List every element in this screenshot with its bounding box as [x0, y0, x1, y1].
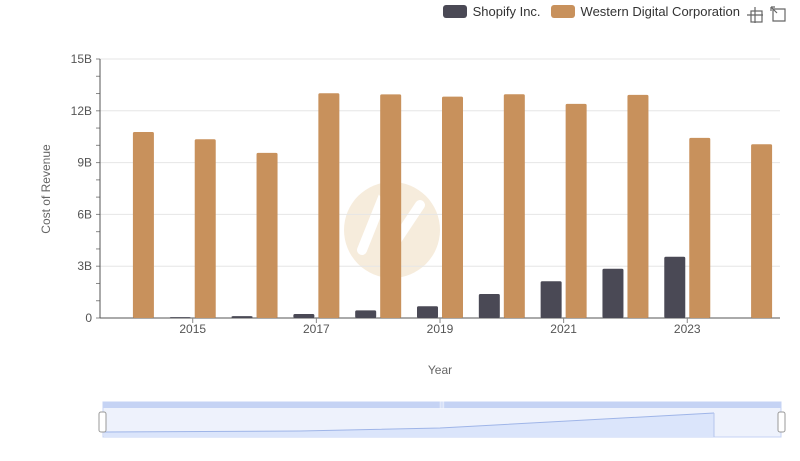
x-tick-label: 2019	[427, 322, 454, 336]
x-tick-label: 2015	[179, 322, 206, 336]
y-axis-label: Cost of Revenue	[39, 144, 53, 234]
bar-western-digital-2021	[565, 103, 587, 318]
legend-label-shopify: Shopify Inc.	[472, 4, 541, 19]
bar-western-digital-2019	[442, 96, 463, 319]
legend-item-shopify[interactable]: Shopify Inc.	[442, 4, 541, 19]
bar-shopify-2021	[540, 281, 562, 318]
legend-item-western-digital[interactable]: Western Digital Corporation	[550, 4, 740, 19]
legend-swatch-shopify	[442, 5, 467, 18]
bar-shopify-2023	[664, 256, 686, 318]
x-tick-label: 2017	[303, 322, 330, 336]
bar-shopify-2018	[355, 310, 377, 318]
legend-label-western-digital: Western Digital Corporation	[580, 4, 740, 19]
bar-western-digital-2017	[318, 93, 340, 318]
x-tick-label: 2021	[550, 322, 577, 336]
bar-western-digital-2023	[689, 137, 711, 318]
bar-western-digital-2014	[132, 132, 154, 318]
bar-western-digital-2015	[194, 139, 216, 318]
y-tick-label: 15B	[71, 52, 92, 66]
y-tick-label: 3B	[77, 259, 92, 273]
zoom-icon[interactable]	[746, 6, 764, 24]
legend-swatch-western-digital	[550, 5, 575, 18]
bar-shopify-2015	[169, 317, 191, 318]
navigator-right-handle[interactable]	[777, 411, 786, 433]
navigator-grip-icon: |||	[439, 402, 445, 409]
y-tick-label: 6B	[77, 207, 92, 221]
bar-shopify-2017	[293, 314, 315, 318]
bar-western-digital-2020	[503, 94, 525, 318]
reset-icon[interactable]	[770, 6, 788, 24]
bar-western-digital-2022	[627, 94, 649, 318]
bar-western-digital-2018	[380, 94, 402, 318]
legend: Shopify Inc. Western Digital Corporation	[442, 4, 740, 19]
x-tick-label: 2023	[674, 322, 701, 336]
navigator-left-handle[interactable]	[98, 411, 107, 433]
navigator-line	[103, 412, 715, 433]
zoom-navigator[interactable]: |||	[98, 401, 786, 438]
bar-shopify-2016	[231, 316, 253, 318]
bar-shopify-2022	[602, 268, 624, 318]
bar-western-digital-2016	[256, 152, 278, 318]
bar-shopify-2020	[478, 293, 500, 318]
y-tick-label: 9B	[77, 156, 92, 170]
navigator-top-handle-bar	[103, 402, 781, 408]
x-axis-label: Year	[428, 363, 452, 377]
navigator-area	[104, 413, 714, 437]
y-tick-label: 0	[85, 311, 92, 325]
y-tick-label: 12B	[71, 104, 92, 118]
bar-shopify-2019	[417, 306, 438, 318]
bar-western-digital-2024	[751, 144, 773, 318]
